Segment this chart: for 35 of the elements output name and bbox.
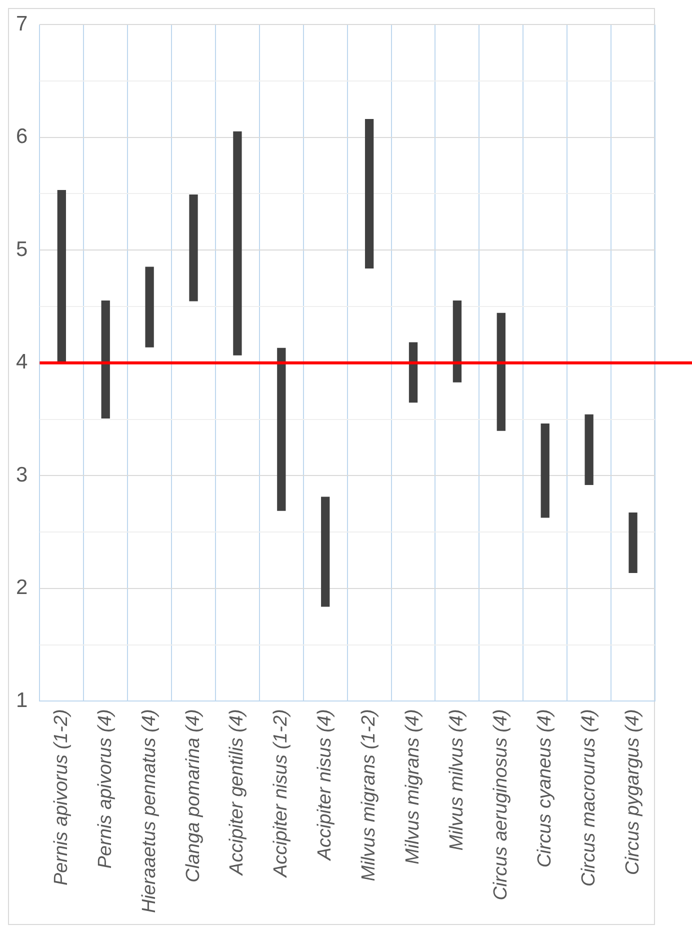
y-tick-label: 5	[16, 238, 28, 261]
bar	[321, 496, 330, 607]
x-tick-label: Circus macrourus (4)	[578, 709, 600, 887]
bar	[452, 300, 462, 382]
x-tick-label: Accipiter gentilis (4)	[226, 709, 248, 876]
y-tick-label: 1	[16, 688, 28, 712]
x-tick-label: Circus cyaneus (4)	[534, 709, 556, 868]
x-tick-label: Hieraaetus pennatus (4)	[138, 709, 160, 913]
bar	[277, 348, 286, 511]
bar	[364, 118, 374, 268]
x-tick-label: Pernis apivorus (1-2)	[50, 709, 72, 886]
bar	[408, 342, 418, 403]
y-tick-label: 7	[16, 12, 28, 36]
x-tick-label: Pernis apivorus (4)	[94, 709, 116, 869]
x-tick-label: Clanga pomarina (4)	[182, 709, 204, 882]
x-tick-label: Milvus migrans (4)	[402, 709, 424, 864]
x-tick-label: Milvus milvus (4)	[446, 709, 468, 851]
x-tick-label: Circus aeruginosus (4)	[490, 709, 512, 900]
bar	[628, 512, 638, 573]
bar	[233, 131, 242, 356]
bar	[496, 312, 506, 431]
bar	[584, 414, 594, 485]
y-tick-label: 6	[16, 125, 28, 148]
x-tick-label: Accipiter nisus (1-2)	[270, 709, 292, 878]
bar	[189, 194, 198, 302]
x-tick-label: Circus pygargus (4)	[622, 709, 644, 875]
y-tick-label: 3	[16, 463, 28, 486]
bar	[145, 266, 154, 348]
x-tick-label: Accipiter nisus (4)	[314, 709, 336, 862]
x-tick-label: Milvus migrans (1-2)	[358, 709, 380, 882]
y-tick-label: 2	[16, 576, 28, 600]
bar	[57, 190, 66, 364]
y-tick-label: 4	[16, 350, 28, 374]
bar	[540, 423, 550, 518]
bar	[101, 300, 110, 418]
